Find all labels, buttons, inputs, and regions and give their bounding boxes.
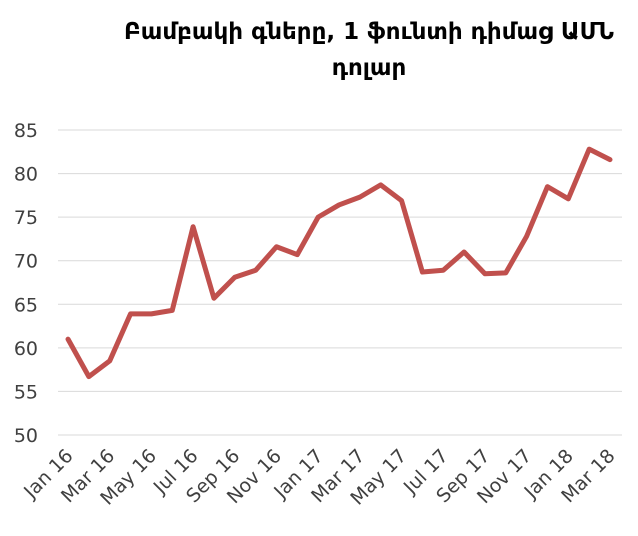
y-tick-label: 50 xyxy=(14,425,38,447)
y-tick-label: 80 xyxy=(14,164,38,186)
y-tick-label: 55 xyxy=(14,381,38,403)
y-tick-label: 65 xyxy=(14,294,38,316)
data-line xyxy=(65,146,613,380)
chart-title: Բամբակի գները, 1 ֆունտի դիմաց ԱՄՆ դոլար xyxy=(124,19,614,81)
y-tick-label: 85 xyxy=(14,120,38,142)
y-tick-label: 60 xyxy=(14,338,38,360)
y-tick-label: 75 xyxy=(14,207,38,229)
y-tick-label: 70 xyxy=(14,251,38,273)
